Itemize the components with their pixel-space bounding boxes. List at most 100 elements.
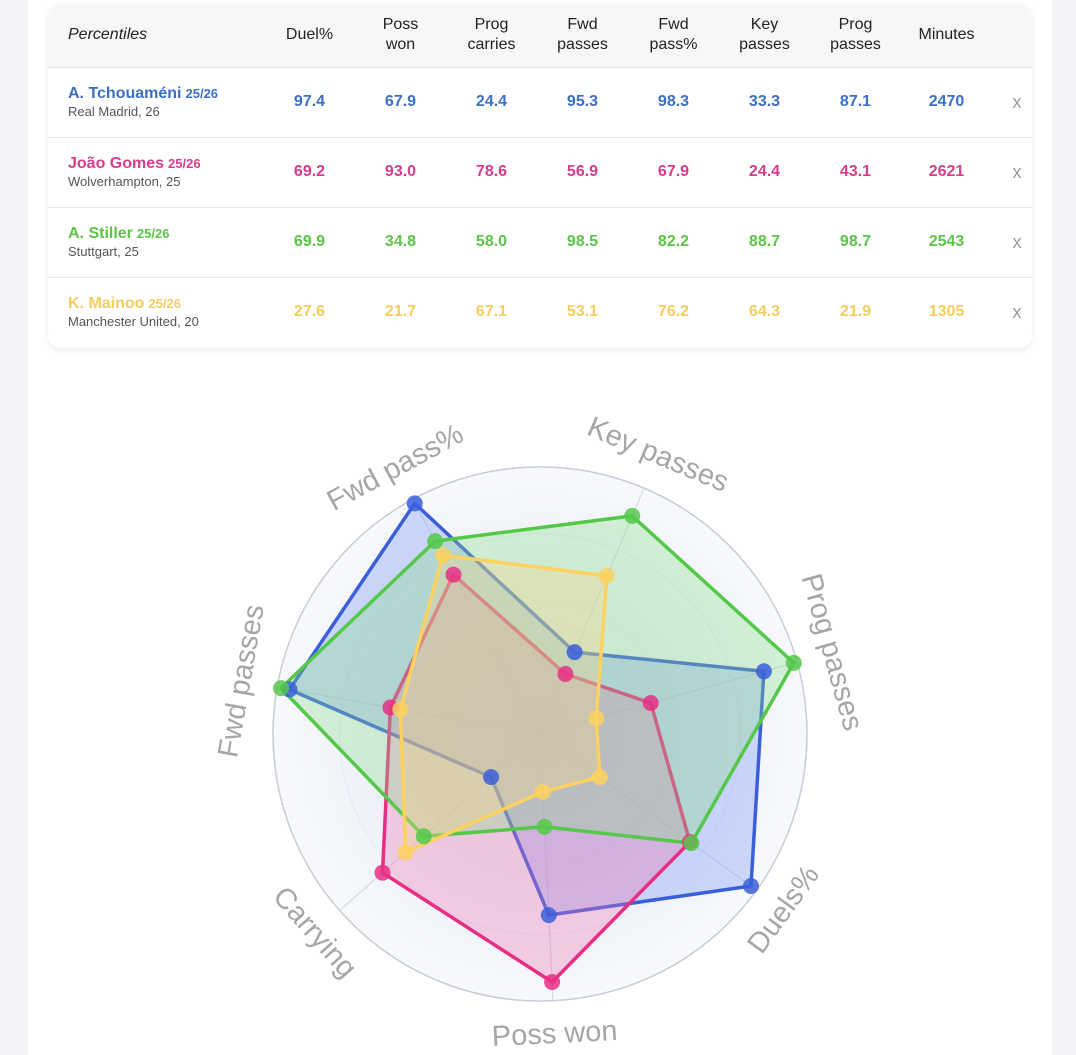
radar-point[interactable] [624,507,641,524]
stat-cell: 69.2 [293,163,326,180]
radar-point[interactable] [536,818,553,835]
player-club-age: Manchester United, 20 [68,314,199,330]
player-season: 25/26 [148,296,181,312]
remove-player-button[interactable]: x [1012,161,1022,182]
column-header[interactable]: Prog carries [467,16,516,54]
column-header[interactable]: Minutes [918,26,975,44]
stat-cell: 33.3 [748,93,781,110]
radar-point[interactable] [392,701,409,718]
stat-cell: 93.0 [384,163,417,180]
radar-point[interactable] [642,695,659,711]
stat-cell: 82.2 [657,233,690,250]
player-cell[interactable]: A. Stiller 25/26 Stuttgart, 25 [48,207,264,277]
stat-cell: 98.7 [839,233,872,250]
minutes-cell: 2543 [928,233,965,250]
column-header[interactable]: Poss won [382,16,419,54]
player-name: João Gomes [68,155,165,172]
percentiles-table-card: Percentiles Duel% Poss won Prog carries Fw… [48,4,1032,348]
player-club-age: Wolverhampton, 25 [68,174,181,189]
radar-point[interactable] [540,907,557,924]
radar-spoke [539,661,798,735]
stat-cell: 97.4 [293,93,326,110]
player-row: A. Stiller 25/26 Stuttgart, 25 69.9 34.8 … [48,207,1032,277]
radar-ring [472,666,608,802]
minutes-cell: 2621 [928,163,965,180]
player-row: João Gomes 25/26 Wolverhampton, 25 69.2 9… [48,137,1032,207]
radar-spoke [539,487,645,735]
player-name: A. Tchouaméni [68,85,182,102]
stat-cell: 56.9 [566,163,599,180]
radar-spoke [539,733,554,1001]
radar-point[interactable] [683,835,700,852]
radar-point[interactable] [591,769,608,786]
radar-series-2 [279,514,796,845]
column-header[interactable]: Fwd pass% [649,16,698,54]
stat-cell: 78.6 [475,163,508,180]
stat-cell: 98.3 [657,93,690,110]
player-cell[interactable]: K. Mainoo 25/26 Manchester United, 20 [48,277,264,347]
radar-point[interactable] [434,547,451,564]
radar-point[interactable] [534,783,551,800]
radar-ring [339,533,741,935]
radar-point[interactable] [415,828,432,845]
stat-cell: 27.6 [293,303,326,321]
percentiles-table: Percentiles Duel% Poss won Prog carries Fw… [48,4,1032,347]
radar-point[interactable] [743,878,759,894]
radar-point[interactable] [566,644,583,661]
radar-point[interactable] [598,567,615,584]
column-header[interactable]: Duel% [285,26,334,44]
column-header[interactable]: Key passes [739,16,790,54]
radar-point[interactable] [588,710,605,727]
player-season: 25/26 [168,156,201,171]
player-row: A. Tchouaméni 25/26 Real Madrid, 26 97.4 … [48,67,1032,137]
stat-cell: 67.9 [657,163,690,180]
player-season: 25/26 [185,86,219,101]
radar-point[interactable] [397,844,414,861]
radar-point[interactable] [406,495,423,512]
player-name: K. Mainoo [68,295,145,313]
stat-cell: 24.4 [475,93,508,110]
radar-point[interactable] [785,654,802,671]
remove-player-button[interactable]: x [1012,301,1022,322]
radar-ring [406,600,674,868]
radar-point[interactable] [427,533,444,550]
radar-point[interactable] [273,680,289,697]
stat-cell: 98.5 [566,233,599,250]
radar-point[interactable] [755,663,772,680]
stat-cell: 21.9 [839,303,872,321]
table-header-row: Percentiles Duel% Poss won Prog carries Fw… [48,4,1032,67]
player-cell[interactable]: João Gomes 25/26 Wolverhampton, 25 [48,137,264,207]
player-club-age: Real Madrid, 26 [68,104,160,119]
stat-cell: 34.8 [384,233,417,250]
stat-cell: 95.3 [566,93,599,110]
stat-cell: 76.2 [657,303,690,321]
minutes-cell: 1305 [928,303,965,321]
radar-spoke [539,733,757,891]
stat-cell: 24.4 [748,163,781,180]
stat-cell: 58.0 [475,233,508,250]
radar-axis-label: Poss won [491,1015,618,1053]
stat-cell: 88.7 [748,233,781,250]
radar-series-3 [398,553,609,855]
column-header[interactable]: Fwd passes [557,16,608,54]
radar-spoke [277,686,541,735]
remove-player-button[interactable]: x [1012,91,1022,112]
player-row: K. Mainoo 25/26 Manchester United, 20 27.… [48,277,1032,347]
radar-series-1 [380,572,692,984]
stat-cell: 87.1 [839,93,872,110]
remove-column-header [992,4,1032,67]
radar-point[interactable] [557,666,574,682]
player-cell[interactable]: A. Tchouaméni 25/26 Real Madrid, 26 [48,67,264,137]
player-season: 25/26 [136,226,170,241]
column-header[interactable]: Prog passes [830,16,881,54]
corner-label: Percentiles [68,26,148,44]
radar-point[interactable] [374,864,391,881]
radar-point[interactable] [483,769,500,786]
radar-point[interactable] [445,566,462,583]
radar-series-0 [287,501,766,917]
player-name: A. Stiller [68,225,133,242]
radar-point[interactable] [544,974,561,990]
stat-cell: 69.9 [293,233,326,250]
remove-player-button[interactable]: x [1012,231,1022,252]
